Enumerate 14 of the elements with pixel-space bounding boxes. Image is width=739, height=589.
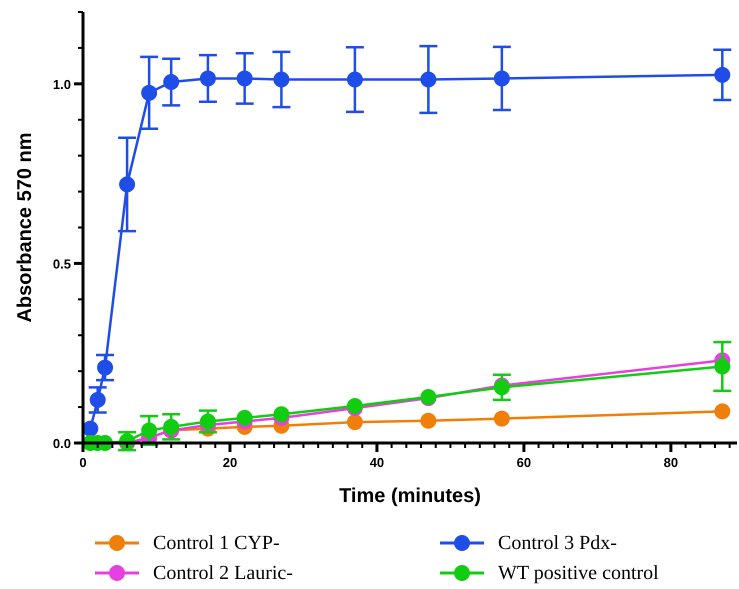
legend-label: Control 2 Lauric- [153,562,293,584]
legend-label: Control 3 Pdx- [498,532,617,554]
y-tick-label: 0.0 [52,436,71,451]
legend-label: WT positive control [498,562,660,584]
x-tick-label: 40 [370,455,384,470]
x-tick-label: 0 [79,455,87,470]
y-tick-label: 1.0 [52,76,71,92]
x-tick-label: 80 [664,455,678,470]
legend-label: Control 1 CYP- [153,532,280,554]
y-tick-label: 0.5 [52,256,71,272]
x-tick-label: 20 [222,455,238,470]
x-axis-title: Time (minutes) [339,485,481,507]
y-axis-title: Absorbance 570 nm [14,132,36,323]
x-tick-label: 60 [516,455,532,470]
